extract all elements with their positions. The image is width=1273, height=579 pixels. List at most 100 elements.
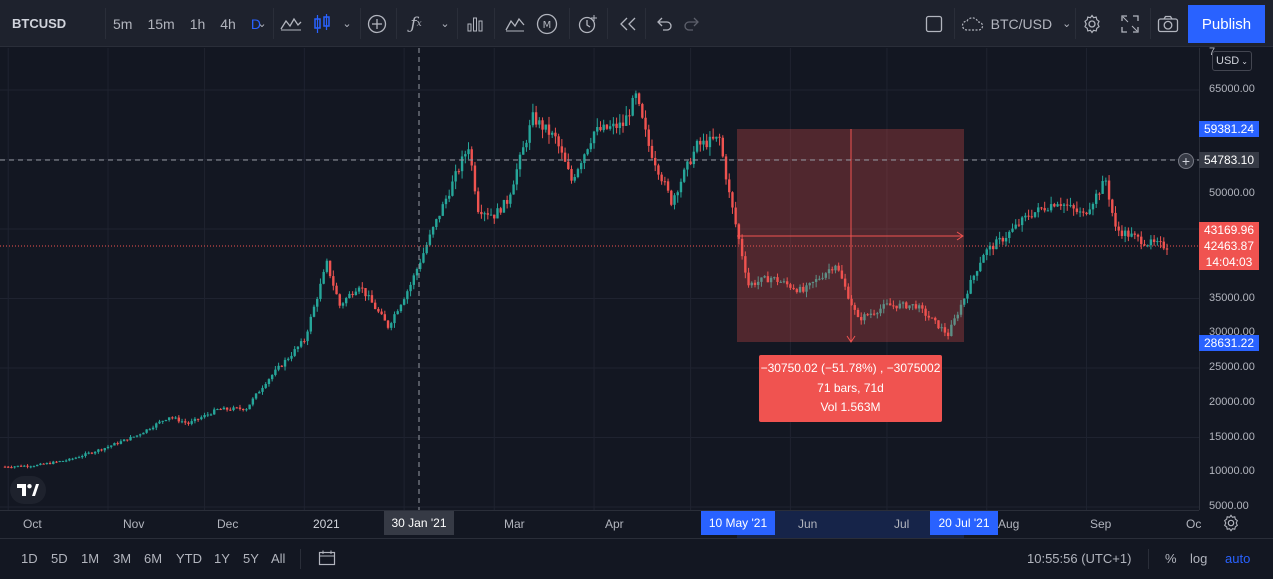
candle-body bbox=[843, 278, 847, 287]
indicators-chevron-icon[interactable]: ⌄ bbox=[440, 18, 450, 30]
candle-body bbox=[1152, 239, 1156, 242]
candle-body bbox=[1008, 231, 1011, 238]
candle-body bbox=[1072, 205, 1075, 209]
replay-rewind-icon[interactable] bbox=[615, 0, 641, 47]
chart-style-chevron-icon[interactable]: ⌄ bbox=[342, 18, 352, 30]
candle-body bbox=[522, 147, 525, 155]
candle-body bbox=[985, 249, 988, 255]
range-1d[interactable]: 1D bbox=[21, 551, 38, 566]
axis-settings-gear-icon[interactable] bbox=[1222, 514, 1242, 534]
candle-body bbox=[457, 171, 461, 173]
candle-body bbox=[81, 455, 84, 458]
candle-body bbox=[940, 327, 943, 329]
candle-body bbox=[995, 239, 998, 250]
candle-body bbox=[309, 316, 312, 332]
range-5d[interactable]: 5D bbox=[51, 551, 68, 566]
candle-body bbox=[225, 407, 229, 410]
candle-body bbox=[1156, 241, 1159, 243]
candle-body bbox=[988, 245, 992, 250]
fullscreen-icon[interactable] bbox=[1117, 0, 1143, 47]
candle-body bbox=[164, 419, 168, 421]
range-1y[interactable]: 1Y bbox=[214, 551, 230, 566]
range-6m[interactable]: 6M bbox=[144, 551, 163, 566]
candle-body bbox=[972, 275, 976, 280]
range-3m[interactable]: 3M bbox=[113, 551, 132, 566]
clock-timezone[interactable]: 10:55:56 (UTC+1) bbox=[1027, 551, 1132, 566]
interval-5m[interactable]: 5m bbox=[113, 15, 133, 32]
chart-pane[interactable] bbox=[0, 48, 1199, 510]
candle-body bbox=[1114, 212, 1117, 227]
candle-body bbox=[13, 466, 16, 468]
interval-d[interactable]: D bbox=[250, 15, 261, 32]
redo-icon[interactable] bbox=[680, 0, 704, 47]
candle-body bbox=[261, 387, 264, 392]
candle-body bbox=[670, 190, 673, 205]
candle-body bbox=[245, 409, 248, 411]
candle-body bbox=[206, 414, 209, 416]
divider bbox=[273, 8, 274, 39]
camera-snapshot-icon[interactable] bbox=[1155, 0, 1181, 47]
chart-type-line-icon[interactable] bbox=[276, 0, 306, 47]
cloud-save-layout[interactable]: BTC/USD ⌄ bbox=[958, 0, 1074, 47]
settings-gear-icon[interactable] bbox=[1079, 0, 1105, 47]
range-all[interactable]: All bbox=[271, 551, 286, 566]
interval-4h[interactable]: 4h bbox=[220, 15, 236, 32]
candle-body bbox=[963, 298, 966, 305]
candle-body bbox=[1120, 230, 1124, 236]
candle-body bbox=[274, 369, 277, 375]
date-range-calendar-icon[interactable] bbox=[318, 550, 336, 569]
candle-body bbox=[914, 304, 918, 309]
undo-icon[interactable] bbox=[652, 0, 676, 47]
templates-m-icon[interactable]: M bbox=[534, 0, 560, 47]
time-label: Mar bbox=[504, 517, 525, 531]
candle-body bbox=[602, 124, 605, 131]
add-indicator-plus-icon[interactable] bbox=[364, 0, 390, 47]
divider bbox=[105, 8, 106, 39]
candle-body bbox=[612, 123, 615, 127]
range-end-date-label: 20 Jul '21 bbox=[930, 511, 998, 535]
percent-scale-toggle[interactable]: % bbox=[1165, 551, 1177, 566]
currency-selector[interactable]: USD ⌄ bbox=[1212, 51, 1252, 71]
candle-body bbox=[184, 421, 187, 423]
candle-body bbox=[441, 204, 444, 216]
alert-clock-icon[interactable] bbox=[575, 0, 601, 47]
candle-body bbox=[332, 276, 335, 286]
candle-body bbox=[505, 199, 509, 204]
crosshair-add-plus-icon[interactable]: + bbox=[1178, 153, 1194, 169]
candles-icon[interactable] bbox=[310, 0, 334, 47]
current-price-label-secondary: 42463.87 bbox=[1199, 238, 1259, 254]
compare-icon[interactable] bbox=[502, 0, 528, 47]
candle-body bbox=[1059, 204, 1062, 206]
candle-body bbox=[373, 302, 377, 310]
interval-dropdown-chevron-icon[interactable]: ⌄ bbox=[257, 18, 267, 30]
layout-square-icon[interactable] bbox=[922, 0, 946, 47]
interval-15m[interactable]: 15m bbox=[147, 15, 175, 32]
candle-body bbox=[493, 214, 496, 219]
candle-body bbox=[435, 219, 438, 228]
auto-scale-toggle[interactable]: auto bbox=[1225, 551, 1251, 566]
candle-body bbox=[541, 120, 544, 130]
range-1m[interactable]: 1M bbox=[81, 551, 100, 566]
candle-body bbox=[821, 277, 824, 279]
candle-body bbox=[917, 305, 921, 309]
financials-bar-icon[interactable] bbox=[462, 0, 488, 47]
crosshair-price-label: 54783.10 bbox=[1199, 152, 1259, 168]
log-scale-toggle[interactable]: log bbox=[1190, 551, 1208, 566]
candle-body bbox=[303, 341, 306, 343]
range-ytd[interactable]: YTD bbox=[176, 551, 202, 566]
candle-body bbox=[155, 423, 158, 428]
publish-button[interactable]: Publish bbox=[1188, 5, 1265, 43]
candle-body bbox=[924, 308, 927, 316]
tradingview-logo-icon[interactable] bbox=[10, 476, 46, 504]
candle-body bbox=[1136, 234, 1140, 237]
symbol-search[interactable]: BTCUSD bbox=[0, 0, 105, 47]
interval-1h[interactable]: 1h bbox=[189, 15, 206, 32]
candle-body bbox=[87, 452, 90, 454]
range-5y[interactable]: 5Y bbox=[243, 551, 259, 566]
candle-body bbox=[525, 142, 528, 148]
time-axis[interactable]: Oct Nov Dec 2021 Mar Apr Jun Jul Aug Sep… bbox=[0, 510, 1201, 539]
candle-body bbox=[747, 272, 750, 286]
price-chart[interactable] bbox=[0, 48, 1199, 510]
